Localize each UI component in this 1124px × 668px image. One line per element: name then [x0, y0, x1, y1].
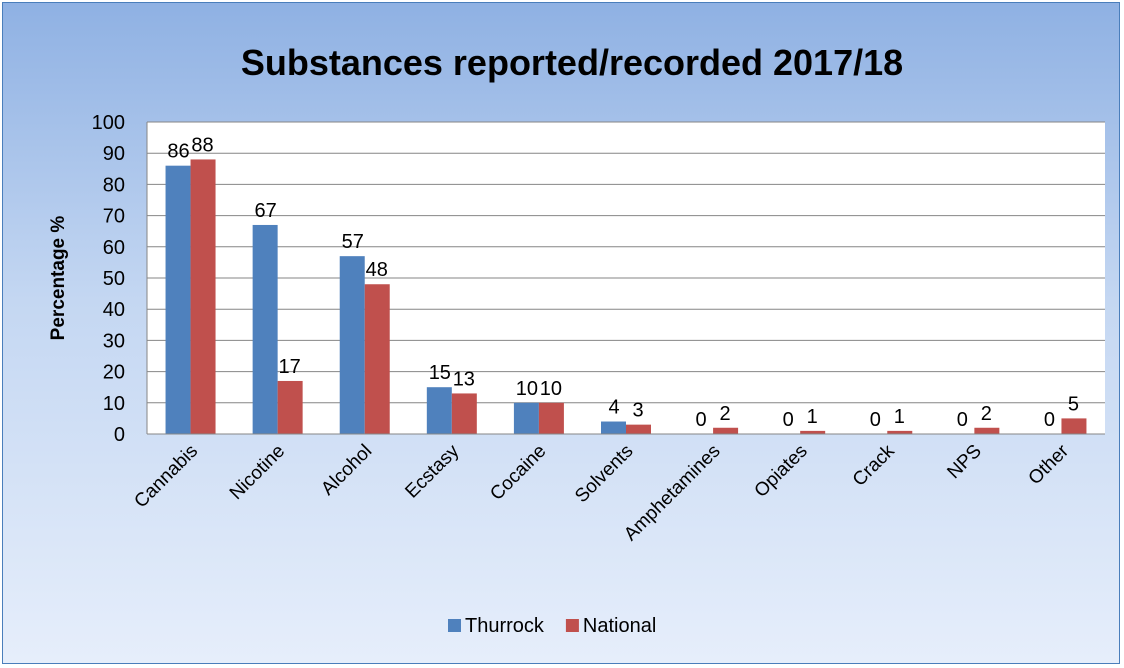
bar-thurrock: [426, 387, 452, 434]
y-axis-label: Percentage %: [48, 216, 69, 341]
data-label: 0: [696, 409, 707, 431]
chart-title: Substances reported/recorded 2017/18: [241, 42, 903, 83]
data-label: 5: [1068, 393, 1079, 415]
y-tick-label: 0: [114, 424, 125, 446]
data-label: 0: [957, 409, 968, 431]
bar-national: [626, 424, 651, 434]
data-label: 1: [894, 406, 905, 428]
bar-national: [1061, 418, 1087, 434]
data-label: 10: [516, 378, 538, 400]
x-tick-label: Opiates: [751, 441, 812, 502]
bar-national: [190, 159, 216, 434]
bar-national: [277, 380, 303, 434]
y-tick-label: 10: [103, 393, 125, 415]
bar-national: [451, 393, 477, 434]
y-tick-label: 60: [103, 237, 125, 259]
bar-thurrock: [165, 165, 191, 434]
x-tick-label: Solvents: [571, 441, 637, 507]
bar-national: [364, 284, 390, 434]
data-label: 88: [191, 134, 213, 156]
bar-national: [713, 427, 739, 434]
x-tick-label: Ecstasy: [401, 440, 463, 502]
data-label: 3: [632, 400, 643, 422]
data-label: 48: [366, 259, 388, 281]
legend-swatch-thurrock: [448, 619, 461, 632]
data-label: 13: [453, 368, 475, 390]
x-tick-label: Crack: [849, 440, 899, 490]
y-tick-label: 70: [103, 206, 125, 228]
data-label: 0: [1044, 409, 1055, 431]
y-tick-label: 50: [103, 268, 125, 290]
bar-thurrock: [601, 421, 626, 434]
x-tick-label: NPS: [943, 441, 985, 483]
bar-national: [800, 430, 826, 434]
y-tick-label: 40: [103, 299, 125, 321]
y-tick-label: 100: [92, 112, 125, 134]
y-tick-label: 80: [103, 174, 125, 196]
legend-label: National: [583, 615, 656, 637]
legend: Thurrock National: [448, 615, 656, 637]
bar-thurrock: [252, 224, 278, 434]
data-label: 1: [807, 406, 818, 428]
bar-national: [538, 402, 564, 434]
bar-thurrock: [339, 256, 365, 434]
y-tick-label: 20: [103, 362, 125, 384]
legend-label: Thurrock: [465, 615, 545, 637]
bar-national: [974, 427, 1000, 434]
data-label: 67: [255, 200, 277, 222]
data-label: 4: [608, 397, 619, 419]
bar-national: [887, 430, 913, 434]
y-tick-label: 30: [103, 330, 125, 352]
bar-thurrock: [513, 402, 539, 434]
gridlines: [147, 121, 1105, 435]
x-axis-labels: Cannabis Nicotine Alcohol Ecstasy Cocaine Sol…: [130, 440, 1073, 545]
data-label: 0: [870, 409, 881, 431]
x-tick-label: Other: [1025, 440, 1074, 489]
y-tick-label: 90: [103, 143, 125, 165]
data-label: 10: [540, 378, 562, 400]
data-label: 0: [783, 409, 794, 431]
x-tick-label: Alcohol: [317, 441, 376, 500]
data-label: 2: [720, 403, 731, 425]
x-tick-label: Cocaine: [486, 441, 550, 505]
data-label: 57: [342, 231, 364, 253]
data-label: 15: [429, 362, 451, 384]
x-tick-label: Nicotine: [226, 441, 289, 504]
legend-swatch-national: [565, 619, 579, 632]
data-label: 2: [981, 403, 992, 425]
data-label: 86: [167, 141, 189, 163]
x-tick-label: Cannabis: [130, 441, 202, 513]
data-label: 17: [279, 356, 301, 378]
y-axis-ticks: 0 10 20 30 40 50 60 70 80 90 100: [92, 112, 125, 446]
